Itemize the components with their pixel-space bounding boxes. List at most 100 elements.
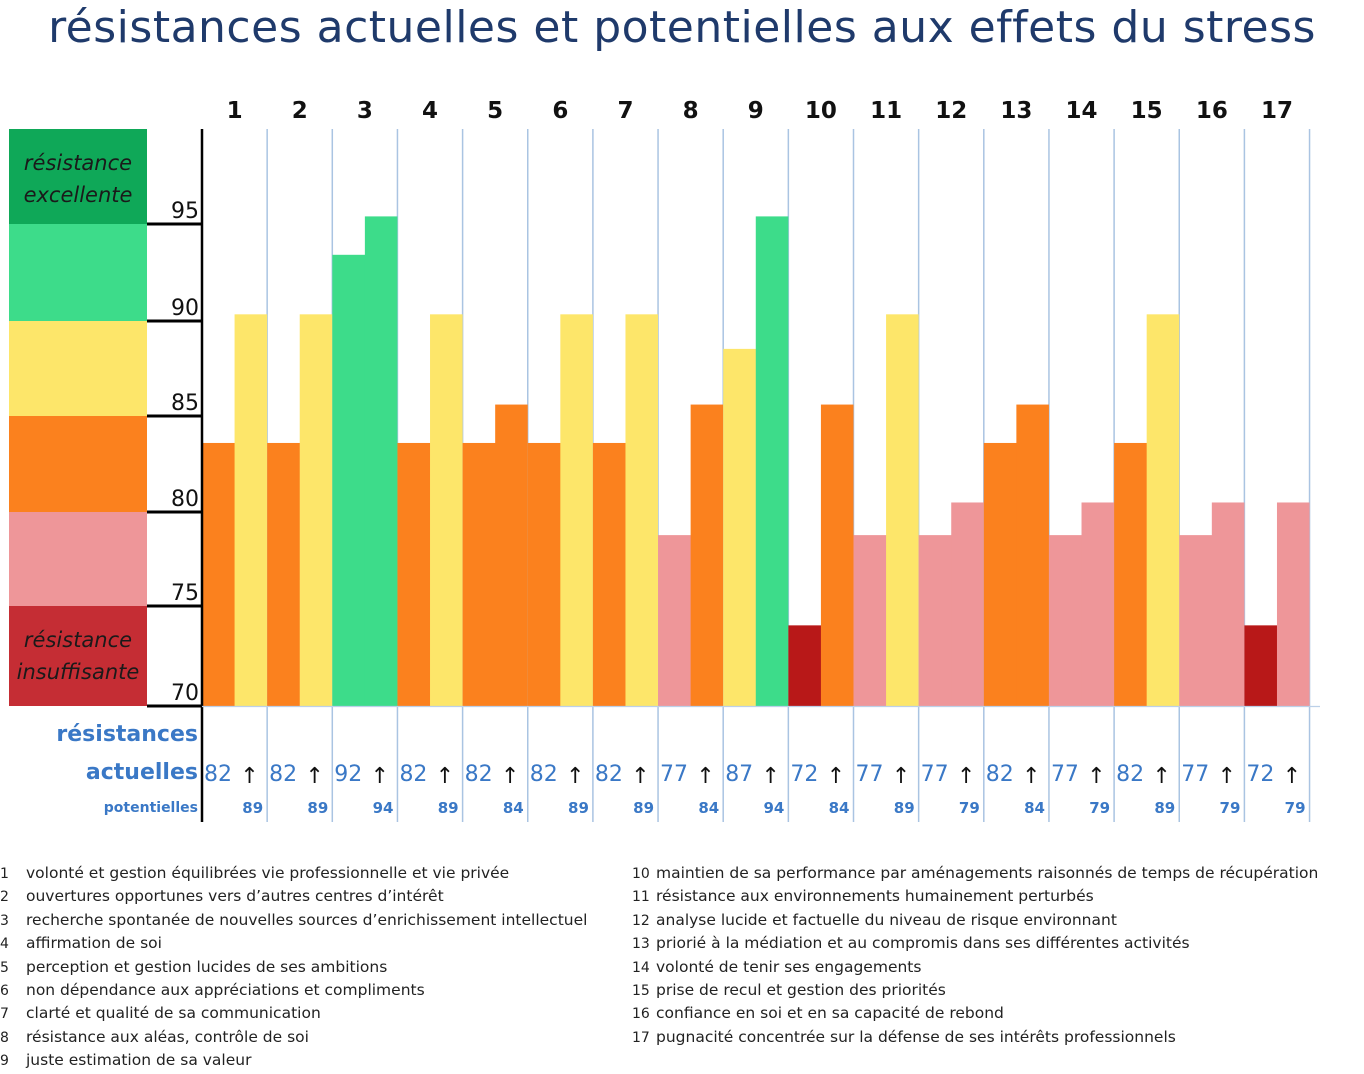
arrow-3: ↑ xyxy=(371,764,389,789)
legend-item-number: 15 xyxy=(632,982,650,999)
legend-item-number: 3 xyxy=(0,912,9,929)
legend-item: 15 prise de recul et gestion des priorité… xyxy=(632,979,1318,1002)
potential-value-12: 79 xyxy=(959,799,980,817)
bar-actual-17 xyxy=(1244,625,1278,706)
legend-item-text: analyse lucide et factuelle du niveau de… xyxy=(656,910,1117,929)
bar-actual-8 xyxy=(658,535,692,706)
y-tick-label-75: 75 xyxy=(171,581,199,606)
category-label-3: 3 xyxy=(357,98,373,124)
arrow-13: ↑ xyxy=(1022,764,1040,789)
bar-potential-9 xyxy=(755,216,789,706)
bar-actual-10 xyxy=(788,625,822,706)
legend-item-text: perception et gestion lucides de ses amb… xyxy=(26,957,388,976)
y-tick-label-70: 70 xyxy=(171,681,199,706)
legend-item: 4 affirmation de soi xyxy=(0,932,587,955)
legend-item: 7 clarté et qualité de sa communication xyxy=(0,1002,587,1025)
legend-item: 14 volonté de tenir ses engagements xyxy=(632,956,1318,979)
y-tick-label-80: 80 xyxy=(171,487,199,512)
category-label-15: 15 xyxy=(1131,98,1163,124)
actual-value-11: 77 xyxy=(856,762,884,787)
legend-item-text: clarté et qualité de sa communication xyxy=(26,1004,321,1023)
band-label-excellent-line2: excellente xyxy=(24,183,133,207)
arrow-15: ↑ xyxy=(1152,764,1170,789)
arrow-8: ↑ xyxy=(696,764,714,789)
legend-item-number: 2 xyxy=(0,889,9,906)
actual-value-5: 82 xyxy=(465,762,493,787)
y-tick-label-85: 85 xyxy=(171,391,199,416)
bar-potential-3 xyxy=(364,216,398,706)
legend-item: 3 recherche spontanée de nouvelles source… xyxy=(0,909,587,932)
bar-actual-13 xyxy=(983,442,1017,706)
legend-item: 1 volonté et gestion équilibrées vie prof… xyxy=(0,862,587,885)
legend-item-number: 9 xyxy=(0,1053,9,1070)
legend-item-number: 7 xyxy=(0,1006,9,1023)
actual-value-9: 87 xyxy=(725,762,753,787)
legend-item-number: 14 xyxy=(632,959,650,976)
bar-potential-13 xyxy=(1016,404,1049,706)
bar-potential-5 xyxy=(495,404,528,706)
actual-value-12: 77 xyxy=(921,762,949,787)
bar-actual-1 xyxy=(202,442,236,706)
potential-value-3: 94 xyxy=(373,799,394,817)
actual-value-2: 82 xyxy=(269,762,297,787)
bar-actual-3 xyxy=(332,254,366,707)
color-band-3 xyxy=(9,321,147,416)
actual-value-15: 82 xyxy=(1116,762,1144,787)
actual-value-17: 72 xyxy=(1246,762,1274,787)
bar-potential-10 xyxy=(820,404,854,706)
category-label-1: 1 xyxy=(227,98,243,124)
actual-value-14: 77 xyxy=(1051,762,1079,787)
bar-actual-12 xyxy=(918,535,952,706)
row-label-resistances: résistances xyxy=(56,722,198,747)
arrow-5: ↑ xyxy=(501,764,519,789)
actual-value-3: 92 xyxy=(334,762,362,787)
arrow-9: ↑ xyxy=(762,764,780,789)
bar-actual-15 xyxy=(1114,442,1148,706)
legend-item-text: pugnacité concentrée sur la défense de s… xyxy=(656,1027,1176,1046)
legend-item: 17 pugnacité concentrée sur la défense de… xyxy=(632,1026,1318,1049)
bar-potential-15 xyxy=(1146,314,1180,706)
arrow-11: ↑ xyxy=(892,764,910,789)
row-label-actuelles: actuelles xyxy=(86,760,198,785)
potential-value-10: 84 xyxy=(829,799,850,817)
chart-svg: résistance excellente résistance insuffisan… xyxy=(9,98,1320,822)
bar-actual-11 xyxy=(853,535,887,706)
legend-item-number: 8 xyxy=(0,1029,9,1046)
color-band-1 xyxy=(9,129,147,224)
color-band-6 xyxy=(9,606,147,706)
potential-value-15: 89 xyxy=(1154,799,1175,817)
category-label-7: 7 xyxy=(617,98,633,124)
arrow-2: ↑ xyxy=(306,764,324,789)
bar-potential-12 xyxy=(951,502,984,706)
bar-potential-4 xyxy=(430,314,463,706)
legend-item: 9 juste estimation de sa valeur xyxy=(0,1049,587,1072)
legend-item-text: ouvertures opportunes vers d’autres cent… xyxy=(26,887,444,906)
bar-actual-5 xyxy=(462,442,496,706)
potential-value-4: 89 xyxy=(438,799,459,817)
bar-potential-14 xyxy=(1081,502,1115,706)
potential-value-7: 89 xyxy=(633,799,654,817)
legend-right: 10 maintien de sa performance par aménage… xyxy=(632,862,1318,1049)
bar-potential-2 xyxy=(299,314,333,706)
legend-item-text: recherche spontanée de nouvelles sources… xyxy=(26,910,588,929)
arrow-14: ↑ xyxy=(1087,764,1105,789)
legend-item-text: résistance aux aléas, contrôle de soi xyxy=(26,1027,309,1046)
potential-value-6: 89 xyxy=(568,799,589,817)
legend-item-number: 5 xyxy=(0,959,9,976)
category-label-8: 8 xyxy=(683,98,699,124)
row-label-potentielles: potentielles xyxy=(104,800,198,816)
arrow-10: ↑ xyxy=(827,764,845,789)
legend-item-text: volonté de tenir ses engagements xyxy=(656,957,922,976)
legend-item: 12 analyse lucide et factuelle du niveau … xyxy=(632,909,1318,932)
y-tick-label-90: 90 xyxy=(171,296,199,321)
bar-potential-17 xyxy=(1276,502,1310,706)
color-band-4 xyxy=(9,416,147,512)
bar-actual-14 xyxy=(1048,535,1083,706)
actual-value-1: 82 xyxy=(204,762,232,787)
legend-item: 16 confiance en soi et en sa capacité de … xyxy=(632,1002,1318,1025)
band-label-excellent-line1: résistance xyxy=(24,151,132,175)
actual-value-7: 82 xyxy=(595,762,623,787)
arrow-1: ↑ xyxy=(240,764,258,789)
bar-potential-7 xyxy=(625,314,659,706)
legend-item-text: confiance en soi et en sa capacité de re… xyxy=(656,1004,1004,1023)
